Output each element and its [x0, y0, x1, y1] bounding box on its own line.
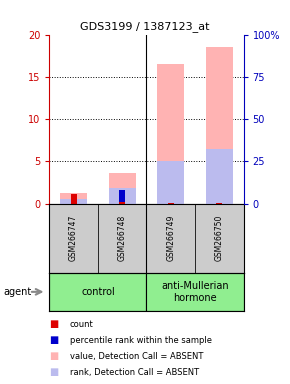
Bar	[60, 199, 87, 204]
Bar	[168, 203, 174, 204]
Bar	[109, 188, 135, 204]
Bar	[216, 203, 222, 204]
Bar	[119, 202, 125, 204]
Bar	[98, 204, 146, 273]
Bar	[119, 190, 125, 204]
Text: GSM266749: GSM266749	[166, 215, 175, 261]
Text: ■: ■	[49, 335, 59, 345]
Text: count: count	[70, 319, 93, 329]
Bar	[49, 273, 146, 311]
Bar	[195, 204, 244, 273]
Text: rank, Detection Call = ABSENT: rank, Detection Call = ABSENT	[70, 368, 199, 377]
Bar	[146, 204, 195, 273]
Text: GDS3199 / 1387123_at: GDS3199 / 1387123_at	[80, 21, 210, 32]
Bar	[146, 273, 244, 311]
Text: percentile rank within the sample: percentile rank within the sample	[70, 336, 212, 345]
Text: control: control	[81, 287, 115, 297]
Text: GSM266748: GSM266748	[118, 215, 127, 261]
Bar	[71, 200, 77, 204]
Bar	[157, 64, 184, 204]
Bar	[109, 173, 135, 204]
Text: ■: ■	[49, 351, 59, 361]
Bar	[71, 194, 77, 204]
Text: GSM266747: GSM266747	[69, 215, 78, 261]
Bar	[157, 161, 184, 204]
Bar	[60, 192, 87, 204]
Text: ■: ■	[49, 319, 59, 329]
Bar	[216, 203, 222, 204]
Bar	[49, 204, 98, 273]
Bar	[206, 47, 233, 204]
Bar	[206, 149, 233, 204]
Text: agent: agent	[3, 287, 31, 297]
Text: ■: ■	[49, 367, 59, 377]
Text: GSM266750: GSM266750	[215, 215, 224, 261]
Text: anti-Mullerian
hormone: anti-Mullerian hormone	[161, 281, 229, 303]
Text: value, Detection Call = ABSENT: value, Detection Call = ABSENT	[70, 352, 203, 361]
Bar	[168, 203, 174, 204]
